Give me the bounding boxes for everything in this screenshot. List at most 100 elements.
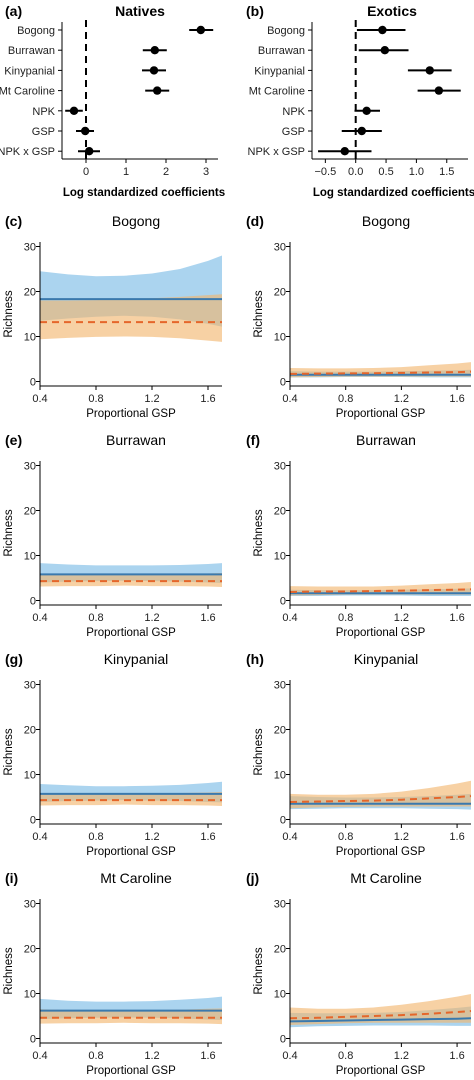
- richness-panel-2: (e) Burrawan 0 10 20 30 0.4 0.8 1.2 1.6 Proportion…: [3, 432, 222, 639]
- y-tick-label: 30: [24, 242, 36, 254]
- category-label: Bogong: [17, 25, 55, 37]
- panel-title: Bogong: [112, 213, 160, 229]
- panel-label: (c): [5, 213, 22, 229]
- category-label: GSP: [32, 126, 55, 138]
- y-tick-label: 20: [274, 506, 286, 518]
- y-tick-label: 0: [30, 377, 36, 389]
- y-tick-label: 10: [274, 551, 286, 563]
- richness-panel-5: (h) Kinypanial 0 10 20 30 0.4 0.8 1.2 1.6 Proporti…: [246, 651, 472, 858]
- x-tick-label: 0.4: [282, 1050, 297, 1062]
- orange-confidence-band: [290, 362, 471, 378]
- coefficient-point: [378, 25, 387, 35]
- richness-panel-6: (i) Mt Caroline 0 10 20 30 0.4 0.8 1.2 1.6 Proport…: [3, 870, 222, 1077]
- x-tick-label: 0.4: [32, 831, 47, 843]
- orange-confidence-band: [40, 294, 222, 342]
- richness-panel-3: (f) Burrawan 0 10 20 30 0.4 0.8 1.2 1.6 Proportion…: [246, 432, 472, 639]
- category-label: Bogong: [267, 25, 305, 37]
- coefficient-point: [69, 106, 79, 116]
- coefficient-point: [149, 66, 159, 75]
- x-axis-label: Proportional GSP: [86, 1065, 176, 1077]
- coefficient-point: [434, 86, 444, 95]
- y-tick-label: 20: [274, 725, 286, 737]
- y-tick-label: 30: [24, 899, 36, 911]
- x-axis-label: Proportional GSP: [86, 627, 176, 639]
- y-axis-label: Richness: [3, 947, 15, 995]
- x-tick-label: 0: [83, 166, 89, 178]
- y-tick-label: 30: [274, 242, 286, 254]
- orange-confidence-band: [290, 994, 471, 1025]
- panel-title: Burrawan: [106, 432, 166, 448]
- x-tick-label: 0.8: [338, 393, 353, 405]
- x-tick-label: 1.0: [409, 166, 424, 178]
- y-tick-label: 10: [24, 551, 36, 563]
- category-label: NPK: [32, 106, 55, 118]
- x-tick-label: 1.6: [200, 1050, 215, 1062]
- x-tick-label: 1: [123, 166, 129, 178]
- y-axis-label: Richness: [3, 728, 15, 776]
- coefficient-point: [85, 147, 94, 156]
- y-tick-label: 10: [24, 332, 36, 344]
- orange-fitted-line: [289, 795, 472, 803]
- panel-label: (j): [246, 870, 259, 886]
- blue-fitted-line: [289, 1017, 472, 1023]
- panel-label: (g): [5, 651, 23, 667]
- y-axis-label: Richness: [253, 947, 265, 995]
- richness-panel-0: (c) Bogong 0 10 20 30 0.4 0.8 1.2 1.6 Proportional…: [3, 213, 222, 420]
- y-tick-label: 0: [30, 815, 36, 827]
- x-tick-label: 0.8: [338, 612, 353, 624]
- y-axis-label: Richness: [253, 509, 265, 557]
- y-tick-label: 20: [24, 944, 36, 956]
- y-tick-label: 10: [274, 770, 286, 782]
- coefficient-point: [340, 147, 349, 156]
- coefficient-point: [81, 126, 90, 136]
- x-tick-label: 0.8: [88, 393, 103, 405]
- coefficient-point: [425, 66, 434, 75]
- coef-panel-0: (a) Natives Bogong Burrawan Kinypanial Mt Car…: [0, 3, 225, 199]
- x-tick-label: 0.8: [88, 612, 103, 624]
- panel-label: (e): [5, 432, 22, 448]
- x-tick-label: 2: [163, 166, 169, 178]
- category-label: Mt Caroline: [249, 86, 305, 98]
- x-axis-label: Proportional GSP: [86, 408, 176, 420]
- x-tick-label: 1.6: [200, 831, 215, 843]
- y-axis-label: Richness: [253, 728, 265, 776]
- orange-fitted-line: [289, 588, 472, 593]
- x-tick-label: 0.4: [32, 393, 47, 405]
- x-axis-label: Proportional GSP: [336, 1065, 426, 1077]
- coefficient-point: [380, 46, 390, 55]
- category-label: NPK: [282, 106, 305, 118]
- x-axis-label: Log standardized coefficients: [63, 187, 225, 199]
- category-label: Burrawan: [8, 45, 55, 57]
- y-tick-label: 10: [274, 989, 286, 1001]
- category-label: Kinypanial: [254, 65, 305, 77]
- x-tick-label: 0.8: [88, 1050, 103, 1062]
- y-tick-label: 0: [30, 596, 36, 608]
- x-tick-label: 0.4: [282, 393, 297, 405]
- category-label: NPK x GSP: [0, 146, 55, 158]
- coefficient-point: [150, 46, 159, 55]
- x-tick-label: 1.6: [449, 612, 464, 624]
- x-tick-label: 0.8: [338, 831, 353, 843]
- x-tick-label: 1.2: [394, 612, 409, 624]
- y-tick-label: 20: [24, 506, 36, 518]
- coefficient-point: [362, 106, 371, 116]
- y-axis-label: Richness: [253, 290, 265, 338]
- x-tick-label: 1.2: [144, 1050, 159, 1062]
- category-label: Kinypanial: [4, 65, 55, 77]
- coefficient-point: [153, 86, 162, 95]
- richness-panel-4: (g) Kinypanial 0 10 20 30 0.4 0.8 1.2 1.6 Proporti…: [3, 651, 222, 858]
- x-tick-label: 1.5: [439, 166, 454, 178]
- orange-confidence-band: [40, 1008, 222, 1025]
- panel-label: (h): [246, 651, 264, 667]
- x-tick-label: 0.4: [282, 831, 297, 843]
- x-tick-label: 0.4: [282, 612, 297, 624]
- coef-panel-1: (b) Exotics Bogong Burrawan Kinypanial Mt Car…: [246, 3, 474, 199]
- orange-confidence-band: [40, 792, 222, 806]
- y-tick-label: 20: [274, 287, 286, 299]
- panel-label: (i): [5, 870, 18, 886]
- x-tick-label: 1.2: [394, 831, 409, 843]
- y-axis-label: Richness: [3, 290, 15, 338]
- x-axis-label: Proportional GSP: [336, 846, 426, 858]
- category-label: NPK x GSP: [248, 146, 305, 158]
